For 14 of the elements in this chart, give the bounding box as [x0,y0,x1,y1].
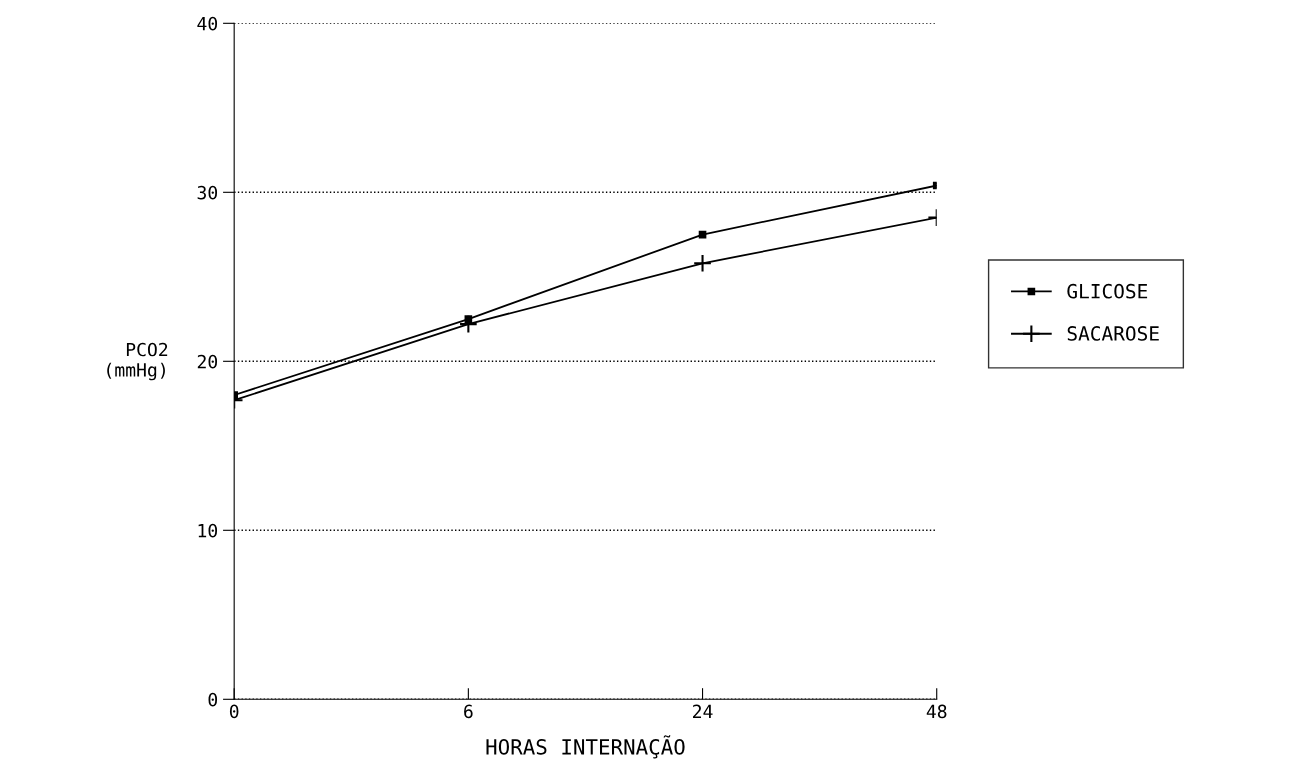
x-tick-label: 24 [693,704,713,718]
x-tick-label: 0 [229,704,239,719]
x-axis-title: HORAS INTERNAÇÃO [486,735,685,759]
y-axis-title: PCO2 (mmHg) [107,342,168,381]
legend-label: GLICOSE [1067,283,1148,299]
y-tick-label: 10 [198,523,218,538]
x-tick-label: 48 [926,704,947,719]
y-tick-label: 0 [208,692,218,707]
x-tick-label: 6 [464,704,473,719]
y-tick-label: 20 [197,354,218,369]
y-tick-label: 40 [197,16,218,31]
legend-label: SACAROSE [1067,326,1159,341]
point [698,230,707,239]
y-tick-label: 30 [197,185,218,200]
